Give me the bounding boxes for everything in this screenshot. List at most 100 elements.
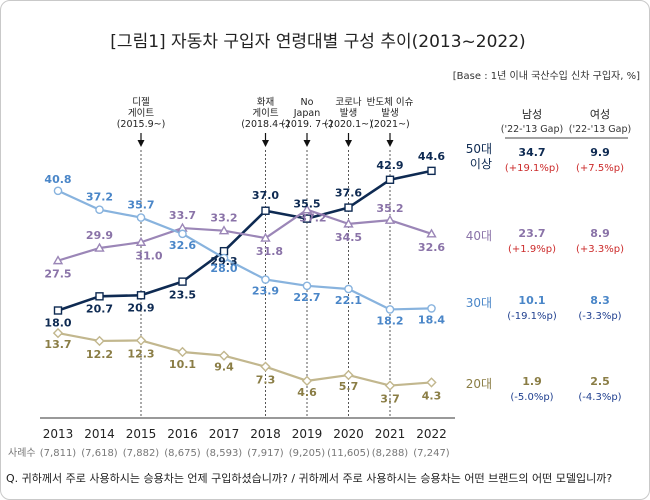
data-point (261, 206, 270, 215)
x-tick-label: 2014 (84, 427, 115, 441)
data-point (135, 335, 147, 346)
event-label: 반도체 이슈 (367, 97, 414, 108)
series-line (57, 331, 432, 387)
series-name: 40대 (466, 229, 492, 243)
event-label: 발생 (381, 108, 398, 119)
data-label: 5.7 (339, 380, 359, 393)
data-point (427, 166, 436, 176)
table-gap: (-3.3%p) (578, 311, 621, 322)
data-label: 44.6 (418, 150, 445, 163)
series-line (57, 208, 432, 262)
data-label: 12.3 (127, 347, 154, 360)
data-point (219, 246, 229, 256)
event-label: (2015.9~) (117, 119, 166, 130)
sample-size: (7,247) (413, 448, 450, 459)
data-label: 23.9 (252, 285, 279, 298)
sample-size: (7,811) (40, 448, 77, 459)
data-label: 13.7 (44, 338, 71, 351)
event-arrow-head (386, 140, 394, 147)
data-label: 18.4 (418, 313, 445, 326)
table-gap: (-4.3%p) (578, 392, 621, 403)
event-label: Japan (293, 108, 321, 119)
table-gap: (-5.0%p) (510, 392, 553, 403)
data-labels: 18.0 20.7 20.9 23.5 29.3 37.0 35.5 37.6 42.9 44.6… (44, 150, 445, 406)
data-label: 42.9 (376, 159, 403, 172)
data-label: 31.0 (135, 249, 162, 262)
data-point (343, 218, 354, 228)
table-gap: (+19.1%p) (505, 163, 559, 174)
sample-size: (9,205) (289, 448, 326, 459)
chart-title: [그림1] 자동차 구입자 연령대별 구성 추이(2013~2022) (110, 32, 525, 52)
data-label: 40.8 (44, 173, 71, 186)
event-label: 발생 (340, 108, 357, 119)
data-point (94, 335, 105, 347)
data-label: 37.0 (252, 189, 279, 202)
data-point (427, 304, 436, 313)
table-share: 23.7 (518, 227, 545, 240)
table-subheader: ('22-'13 Gap) (501, 124, 563, 135)
data-label: 35.7 (127, 199, 154, 212)
data-point (53, 306, 63, 315)
event-arrow-head (262, 140, 269, 147)
data-label: 20.7 (86, 302, 113, 315)
event-label: 게이트 (128, 108, 154, 119)
x-tick-label: 2016 (167, 427, 198, 441)
data-label: 27.5 (44, 268, 71, 281)
event-arrow-head (345, 140, 352, 147)
table-share: 10.1 (518, 294, 545, 307)
data-point (95, 205, 104, 214)
data-point (218, 225, 230, 235)
data-point (95, 292, 104, 301)
data-point (135, 236, 147, 246)
series-name: 이상 (470, 157, 492, 171)
event-arrow-head (303, 140, 311, 147)
x-tick-label: 2017 (209, 427, 240, 441)
data-label: 32.6 (418, 241, 445, 254)
series-line (57, 169, 432, 312)
data-point (136, 291, 146, 300)
data-label: 37.6 (335, 187, 362, 200)
data-label: 37.2 (86, 191, 113, 204)
data-point (344, 284, 353, 294)
event-label: (2020.1~) (324, 119, 373, 130)
x-tick-label: 2019 (292, 427, 323, 441)
table-share: 8.9 (590, 227, 610, 240)
data-label: 31.8 (256, 245, 283, 258)
x-tick-label: 2015 (126, 427, 157, 441)
event-label: 디젤 (132, 96, 150, 108)
data-label: 10.1 (169, 358, 196, 371)
data-point (218, 350, 230, 361)
data-point (178, 277, 187, 286)
sample-size: (8,593) (206, 448, 243, 459)
data-label: 34.5 (335, 231, 362, 244)
data-label: 37.2 (299, 212, 326, 225)
x-tick-label: 2021 (375, 427, 406, 441)
data-label: 35.5 (293, 198, 320, 211)
data-point (385, 175, 395, 184)
series-markers (52, 166, 437, 391)
event-arrow-head (137, 140, 145, 147)
sample-size: (8,675) (164, 448, 201, 459)
data-point (94, 242, 105, 252)
sample-size: (11,605) (327, 448, 370, 459)
x-tick-label: 2018 (250, 427, 281, 441)
data-point (260, 361, 271, 372)
sample-size: (8,288) (372, 448, 409, 459)
data-label: 18.0 (44, 317, 71, 330)
data-point (384, 380, 396, 391)
data-label: 9.4 (214, 361, 234, 374)
table-gap: (+3.3%p) (576, 244, 624, 255)
data-point (261, 275, 270, 284)
table-share: 1.9 (522, 375, 542, 388)
data-point (385, 305, 395, 314)
data-point (384, 214, 396, 224)
event-label: (2019. 7~) (281, 119, 333, 130)
series-line (57, 189, 432, 311)
